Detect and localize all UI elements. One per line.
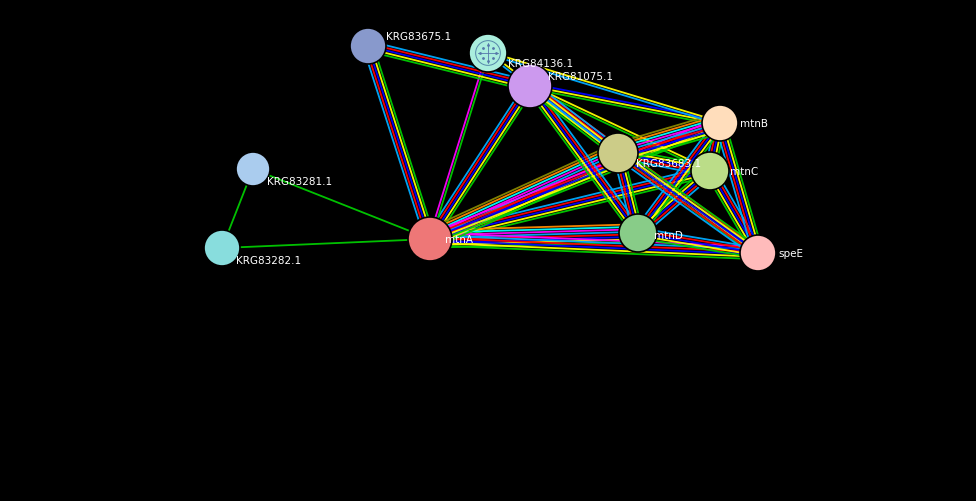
Circle shape [702, 106, 738, 142]
Text: mtnC: mtnC [730, 167, 758, 177]
Circle shape [598, 134, 638, 174]
Text: mtnB: mtnB [740, 119, 768, 129]
Circle shape [204, 230, 240, 267]
Text: mtnD: mtnD [654, 230, 683, 240]
Circle shape [408, 217, 452, 262]
Circle shape [236, 153, 270, 187]
Circle shape [469, 35, 507, 73]
Text: KRG81075.1: KRG81075.1 [548, 72, 613, 82]
Text: speE: speE [778, 248, 803, 259]
Text: KRG84136.1: KRG84136.1 [508, 59, 573, 69]
Text: KRG83282.1: KRG83282.1 [236, 256, 302, 266]
Circle shape [691, 153, 729, 190]
Text: KRG83683.1: KRG83683.1 [636, 159, 701, 169]
Text: KRG83675.1: KRG83675.1 [386, 32, 451, 42]
Text: mtnA: mtnA [445, 234, 473, 244]
Circle shape [508, 65, 552, 109]
Circle shape [619, 214, 657, 253]
Text: KRG83281.1: KRG83281.1 [267, 177, 332, 187]
Circle shape [740, 235, 776, 272]
Circle shape [350, 29, 386, 65]
